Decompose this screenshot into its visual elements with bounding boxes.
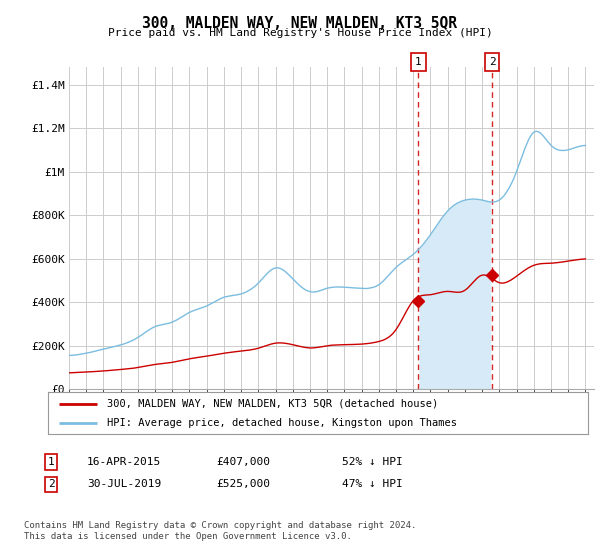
Text: 52% ↓ HPI: 52% ↓ HPI [342, 457, 403, 467]
Text: HPI: Average price, detached house, Kingston upon Thames: HPI: Average price, detached house, King… [107, 418, 457, 428]
Text: 300, MALDEN WAY, NEW MALDEN, KT3 5QR (detached house): 300, MALDEN WAY, NEW MALDEN, KT3 5QR (de… [107, 399, 439, 409]
Text: 30-JUL-2019: 30-JUL-2019 [87, 479, 161, 489]
Text: 16-APR-2015: 16-APR-2015 [87, 457, 161, 467]
Text: 2: 2 [489, 57, 496, 67]
Text: Contains HM Land Registry data © Crown copyright and database right 2024.: Contains HM Land Registry data © Crown c… [24, 521, 416, 530]
Text: 2: 2 [47, 479, 55, 489]
Text: Price paid vs. HM Land Registry's House Price Index (HPI): Price paid vs. HM Land Registry's House … [107, 28, 493, 38]
Text: 300, MALDEN WAY, NEW MALDEN, KT3 5QR: 300, MALDEN WAY, NEW MALDEN, KT3 5QR [143, 16, 458, 31]
Text: £525,000: £525,000 [216, 479, 270, 489]
Text: 1: 1 [415, 57, 422, 67]
Text: This data is licensed under the Open Government Licence v3.0.: This data is licensed under the Open Gov… [24, 532, 352, 541]
Text: £407,000: £407,000 [216, 457, 270, 467]
Text: 1: 1 [47, 457, 55, 467]
Text: 47% ↓ HPI: 47% ↓ HPI [342, 479, 403, 489]
